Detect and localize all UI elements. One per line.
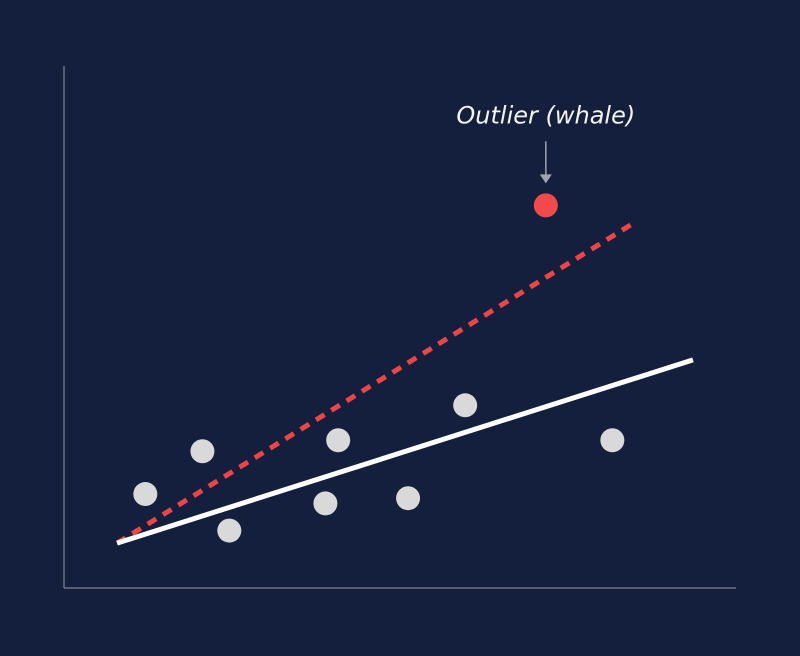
outlier-fit-line-dashed (115, 219, 637, 546)
data-point-6 (396, 486, 421, 511)
data-point-3 (217, 518, 242, 543)
fit-lines (115, 219, 694, 546)
data-point-1 (133, 482, 158, 507)
outlier-point (533, 193, 558, 218)
data-point-4 (313, 491, 338, 516)
axes (63, 66, 736, 589)
data-point-5 (326, 428, 351, 453)
fit-line-solid (116, 357, 694, 546)
annotation: Outlier (whale) (456, 101, 635, 184)
data-point-2 (190, 439, 215, 464)
down-arrow-icon (539, 174, 552, 184)
data-point-8 (600, 428, 625, 453)
outlier-annotation-label: Outlier (whale) (456, 101, 635, 129)
data-point-7 (453, 393, 478, 418)
data-points (133, 193, 625, 543)
